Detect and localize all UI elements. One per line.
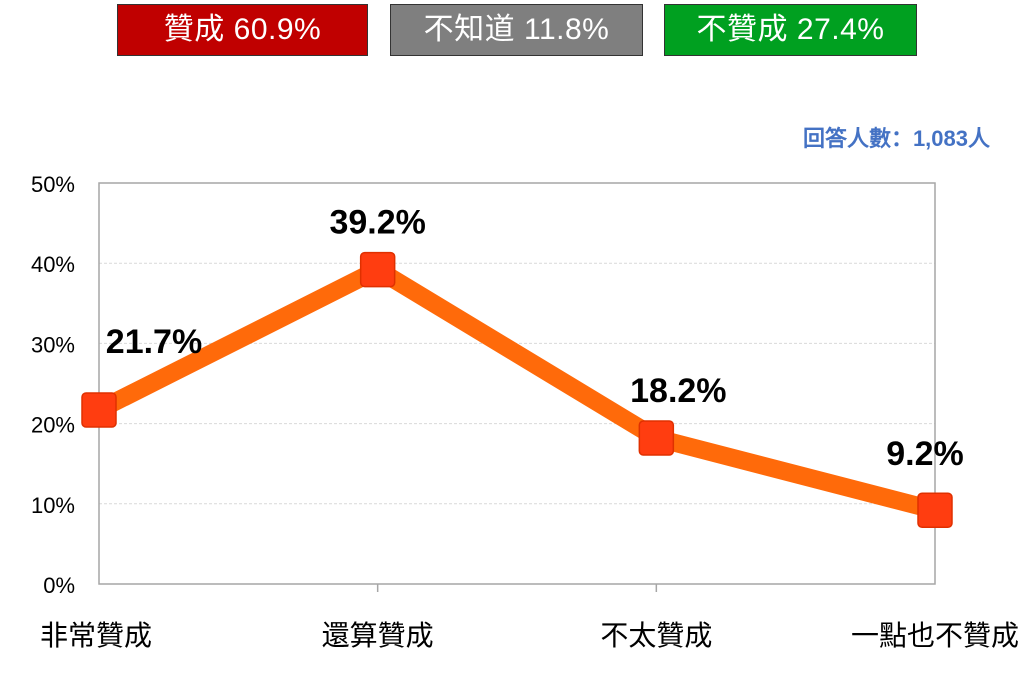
y-tick-label: 20% — [31, 413, 75, 438]
x-category-label: 一點也不贊成 — [851, 619, 1019, 652]
x-category-label: 不太贊成 — [600, 619, 712, 652]
data-point-marker — [359, 251, 396, 288]
data-label: 18.2% — [630, 372, 726, 410]
data-label: 9.2% — [886, 435, 964, 473]
data-label: 21.7% — [106, 323, 202, 361]
y-tick-label: 30% — [31, 332, 75, 357]
unknown-summary-box: 不知道 11.8% — [390, 4, 643, 56]
y-tick-label: 0% — [43, 573, 75, 598]
data-point-marker — [917, 492, 953, 528]
x-category-label: 還算贊成 — [322, 619, 434, 652]
x-category-label: 非常贊成 — [40, 619, 152, 652]
y-tick-label: 40% — [31, 252, 75, 277]
disapprove-summary-box: 不贊成 27.4% — [664, 4, 917, 56]
data-point-marker — [638, 420, 675, 456]
approve-summary-box: 贊成 60.9% — [117, 4, 368, 56]
respondent-count: 回答人數：1,083人 — [802, 126, 990, 151]
plot-area-border — [98, 182, 936, 585]
data-point-marker — [81, 392, 117, 428]
y-tick-label: 50% — [31, 172, 75, 197]
series-line — [94, 259, 938, 519]
data-label: 39.2% — [329, 204, 425, 242]
y-tick-label: 10% — [31, 493, 75, 518]
